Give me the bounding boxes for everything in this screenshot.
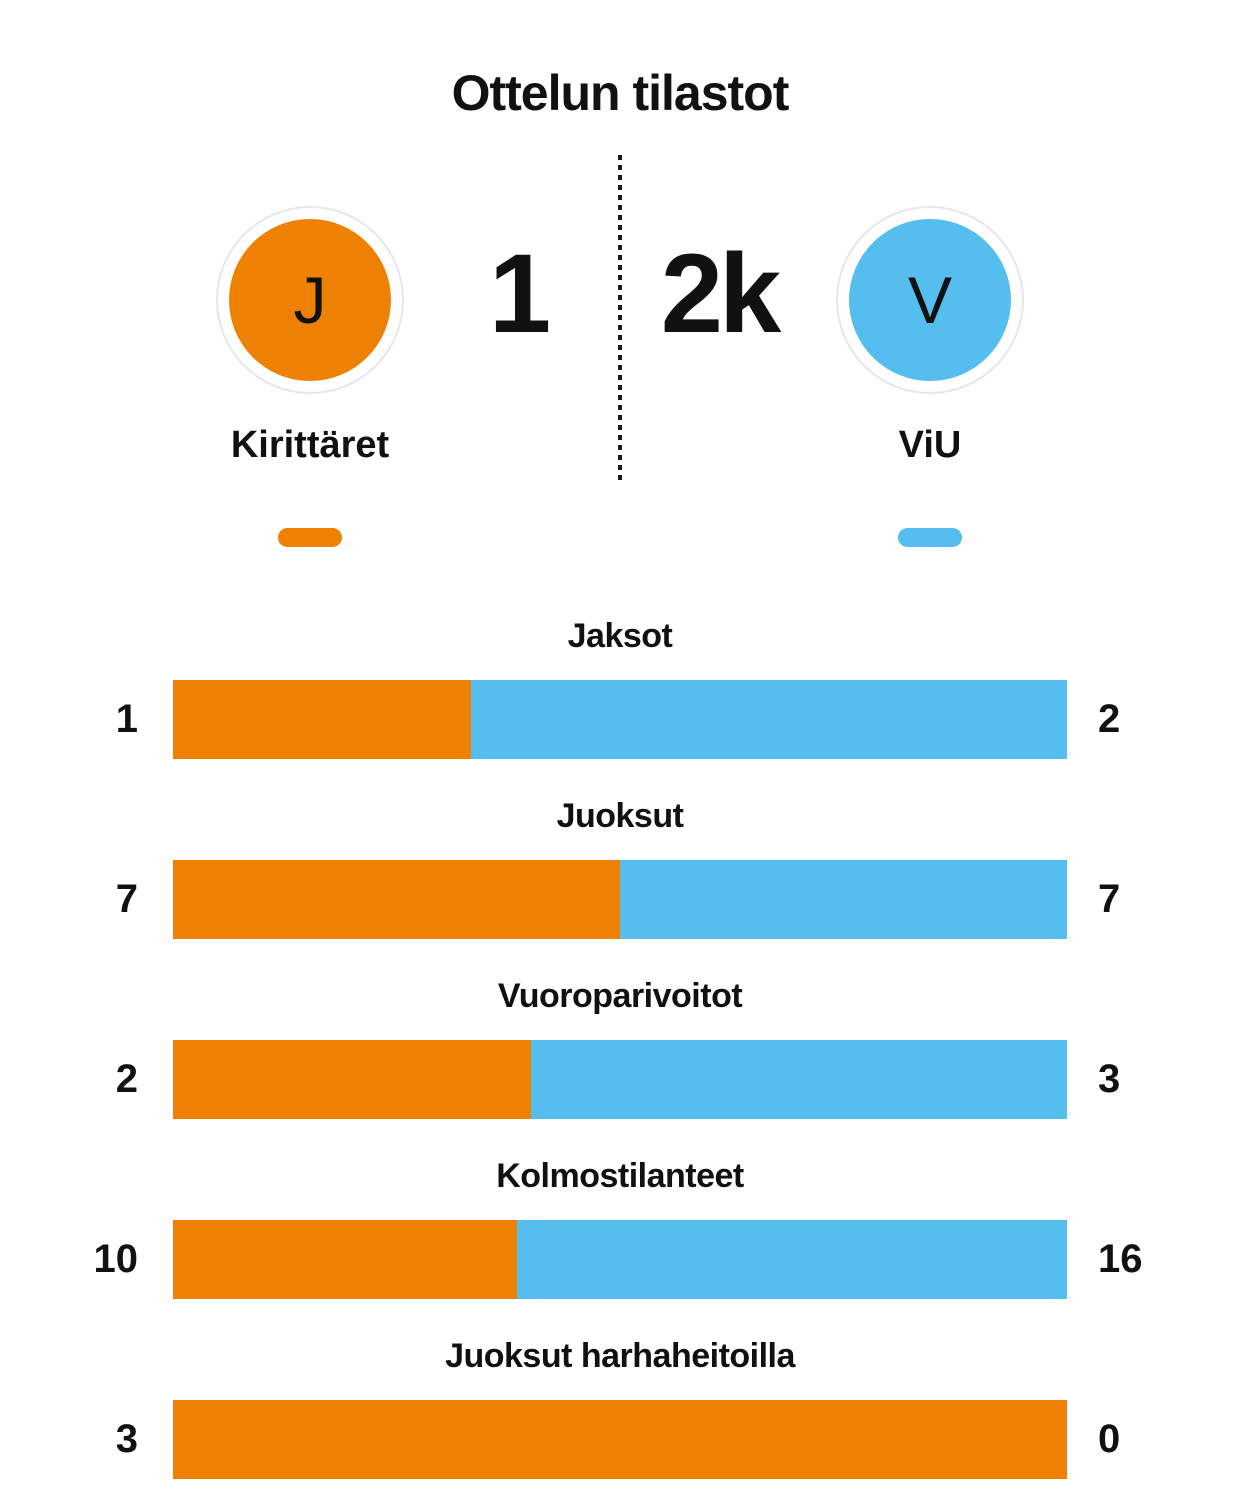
stat-bar-away-segment [516,1220,1067,1299]
away-team-badge: V [836,206,1024,394]
stat-value-home: 3 [115,1417,138,1461]
stat-value-away: 2 [1098,697,1121,741]
stat-row: Juoksut harhaheitoilla 3 0 [0,1332,1240,1500]
stat-bar [173,1040,1067,1119]
stat-bar-away-segment [530,1040,1067,1119]
home-team-initial: J [293,263,327,337]
away-team-logo: V [849,219,1011,381]
stat-value-home: 10 [93,1237,139,1281]
stat-bar-home-segment [173,1400,1067,1479]
stat-bar [173,860,1067,939]
home-team-logo: J [229,219,391,381]
stat-bar-away-segment [620,860,1067,939]
home-score: 1 [488,231,551,356]
stat-value-away: 0 [1098,1417,1121,1461]
stat-value-home: 2 [115,1057,138,1101]
stat-label: Juoksut [556,797,684,835]
stat-bar-home-segment [173,1040,531,1119]
page-title: Ottelun tilastot [451,65,790,121]
stat-bar-home-segment [173,680,471,759]
away-legend-pill [898,528,962,547]
stat-row: Vuoroparivoitot 2 3 [0,972,1240,1152]
dotted-divider [618,155,622,480]
home-team-badge: J [216,206,404,394]
stat-value-home: 7 [115,877,138,921]
stat-bar-away-segment [470,680,1067,759]
stat-row: Juoksut 7 7 [0,792,1240,972]
home-team-name: Kirittäret [230,424,390,466]
stat-label: Juoksut harhaheitoilla [445,1337,795,1375]
stat-value-away: 3 [1098,1057,1121,1101]
stat-label: Jaksot [567,617,673,655]
stat-value-home: 1 [115,697,138,741]
stat-bar [173,680,1067,759]
stat-value-away: 16 [1098,1237,1143,1281]
home-legend-pill [278,528,342,547]
stat-bar [173,1400,1067,1479]
stat-label: Kolmostilanteet [496,1157,744,1195]
stat-bar-home-segment [173,1220,517,1299]
stat-bar-home-segment [173,860,620,939]
away-team-name: ViU [898,424,962,466]
stat-label: Vuoroparivoitot [497,977,743,1015]
stat-bar [173,1220,1067,1299]
away-team-initial: V [907,263,953,337]
stat-row: Kolmostilanteet 10 16 [0,1152,1240,1332]
away-score: 2k [660,231,782,356]
stat-value-away: 7 [1098,877,1121,921]
stat-row: Jaksot 1 2 [0,612,1240,792]
